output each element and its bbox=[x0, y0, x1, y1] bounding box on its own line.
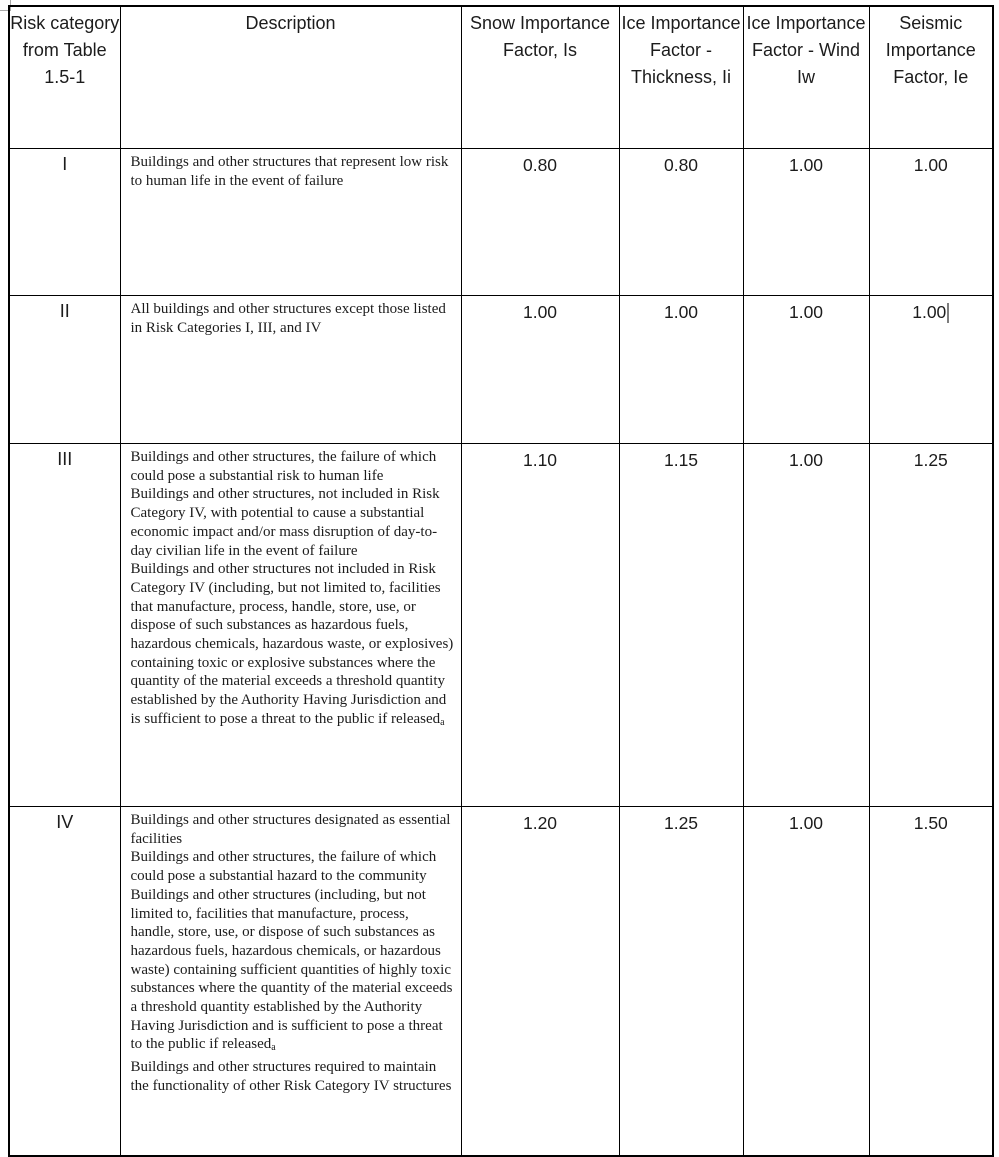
category-cell[interactable]: IV bbox=[8, 806, 121, 1157]
header-ice-thickness-factor[interactable]: Ice Importance Factor - Thickness, Ii bbox=[618, 5, 744, 149]
table-row: I Buildings and other structures that re… bbox=[8, 148, 994, 296]
footnote-marker: a bbox=[440, 716, 445, 728]
description-paragraph: Buildings and other structures that repr… bbox=[130, 154, 449, 189]
description-cell[interactable]: All buildings and other structures excep… bbox=[119, 295, 462, 444]
category-cell[interactable]: II bbox=[8, 295, 121, 444]
header-ice-wind-factor[interactable]: Ice Importance Factor - Wind Iw bbox=[742, 5, 870, 149]
table-row: IV Buildings and other structures design… bbox=[8, 806, 994, 1157]
snow-factor-cell[interactable]: 1.00 bbox=[460, 295, 620, 444]
description-cell[interactable]: Buildings and other structures, the fail… bbox=[119, 443, 462, 807]
header-row: Risk category from Table 1.5-1 Descripti… bbox=[8, 5, 994, 149]
seismic-factor-cell[interactable]: 1.00 bbox=[868, 148, 994, 296]
ice-thickness-factor-cell[interactable]: 1.15 bbox=[618, 443, 744, 807]
description-paragraph: Buildings and other structures designate… bbox=[130, 812, 451, 847]
ice-wind-factor-cell[interactable]: 1.00 bbox=[742, 295, 870, 444]
description-paragraph: Buildings and other structures (includin… bbox=[130, 886, 453, 1054]
seismic-factor-cell[interactable]: 1.25 bbox=[868, 443, 994, 807]
description-paragraph: Buildings and other structures required … bbox=[130, 1059, 452, 1094]
footnote-marker: a bbox=[271, 1042, 276, 1054]
ice-thickness-factor-cell[interactable]: 1.25 bbox=[618, 806, 744, 1157]
snow-factor-cell[interactable]: 0.80 bbox=[460, 148, 620, 296]
description-cell[interactable]: Buildings and other structures designate… bbox=[119, 806, 462, 1157]
category-cell[interactable]: III bbox=[8, 443, 121, 807]
table-row: III Buildings and other structures, the … bbox=[8, 443, 994, 807]
header-risk-category[interactable]: Risk category from Table 1.5-1 bbox=[8, 5, 121, 149]
header-snow-factor[interactable]: Snow Importance Factor, Is bbox=[460, 5, 620, 149]
snow-factor-cell[interactable]: 1.10 bbox=[460, 443, 620, 807]
header-seismic-factor[interactable]: Seismic Importance Factor, Ie bbox=[868, 5, 994, 149]
description-paragraph: Buildings and other structures, the fail… bbox=[130, 849, 437, 885]
ice-wind-factor-cell[interactable]: 1.00 bbox=[742, 443, 870, 807]
description-paragraph: Buildings and other structures, not incl… bbox=[130, 486, 440, 559]
category-cell[interactable]: I bbox=[8, 148, 121, 296]
description-cell[interactable]: Buildings and other structures that repr… bbox=[119, 148, 462, 296]
header-description[interactable]: Description bbox=[119, 5, 462, 149]
snow-factor-cell[interactable]: 1.20 bbox=[460, 806, 620, 1157]
seismic-factor-cell[interactable]: 1.00 bbox=[868, 295, 994, 444]
description-paragraph: Buildings and other structures not inclu… bbox=[130, 561, 454, 728]
ice-thickness-factor-cell[interactable]: 1.00 bbox=[618, 295, 744, 444]
importance-factors-table: Risk category from Table 1.5-1 Descripti… bbox=[8, 5, 994, 1157]
text-caret bbox=[947, 303, 950, 323]
seismic-factor-cell[interactable]: 1.50 bbox=[868, 806, 994, 1157]
ice-wind-factor-cell[interactable]: 1.00 bbox=[742, 148, 870, 296]
ice-wind-factor-cell[interactable]: 1.00 bbox=[742, 806, 870, 1157]
description-paragraph: All buildings and other structures excep… bbox=[130, 301, 446, 336]
description-paragraph: Buildings and other structures, the fail… bbox=[130, 449, 437, 484]
table-row: II All buildings and other structures ex… bbox=[8, 295, 994, 444]
ice-thickness-factor-cell[interactable]: 0.80 bbox=[618, 148, 744, 296]
